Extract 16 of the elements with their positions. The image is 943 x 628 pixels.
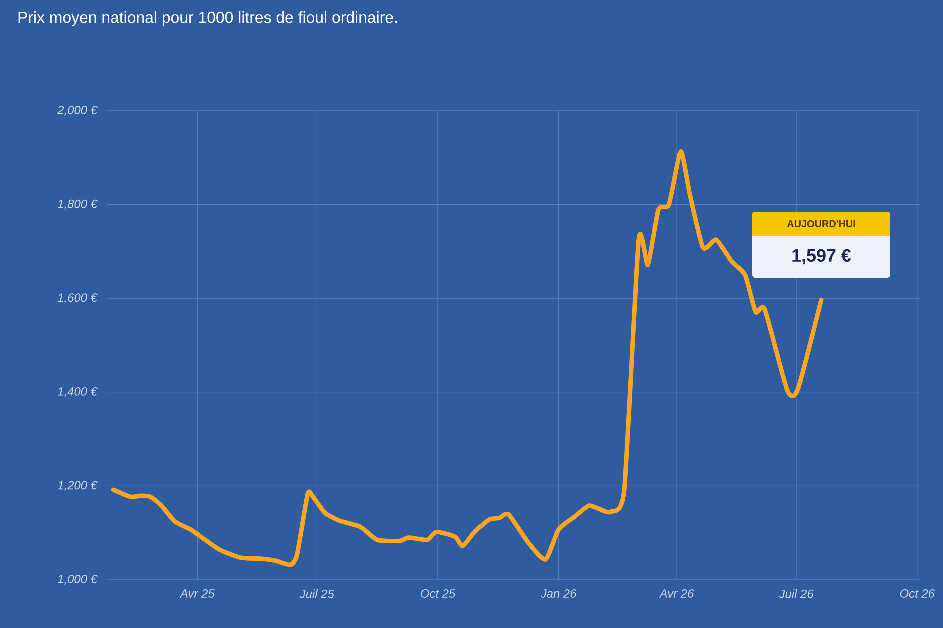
x-tick-label: Oct 26 <box>900 590 935 598</box>
y-tick-label: 1,600 € <box>58 294 98 304</box>
y-tick-label: 1,400 € <box>58 387 98 398</box>
y-tick-label: 1,000 € <box>58 575 98 585</box>
x-tick-label: Juil 26 <box>779 590 814 598</box>
y-tick-label: 1,200 € <box>58 481 98 492</box>
x-tick-label: Oct 25 <box>421 590 456 598</box>
x-tick-label: Jan 26 <box>540 590 577 598</box>
y-tick-label: 2,000 € <box>58 106 98 116</box>
chart-title: Prix moyen national pour 1000 litres de fioul ordinaire. <box>18 12 397 26</box>
x-tick-label: Juil 25 <box>300 590 334 598</box>
annotation: 1,597 € <box>792 249 852 265</box>
x-tick-label: Avr 25 <box>180 590 215 598</box>
annotation: AUJOURD'HUI <box>787 220 856 228</box>
y-tick-label: 1,800 € <box>58 200 98 210</box>
x-tick-label: Avr 26 <box>659 590 694 598</box>
